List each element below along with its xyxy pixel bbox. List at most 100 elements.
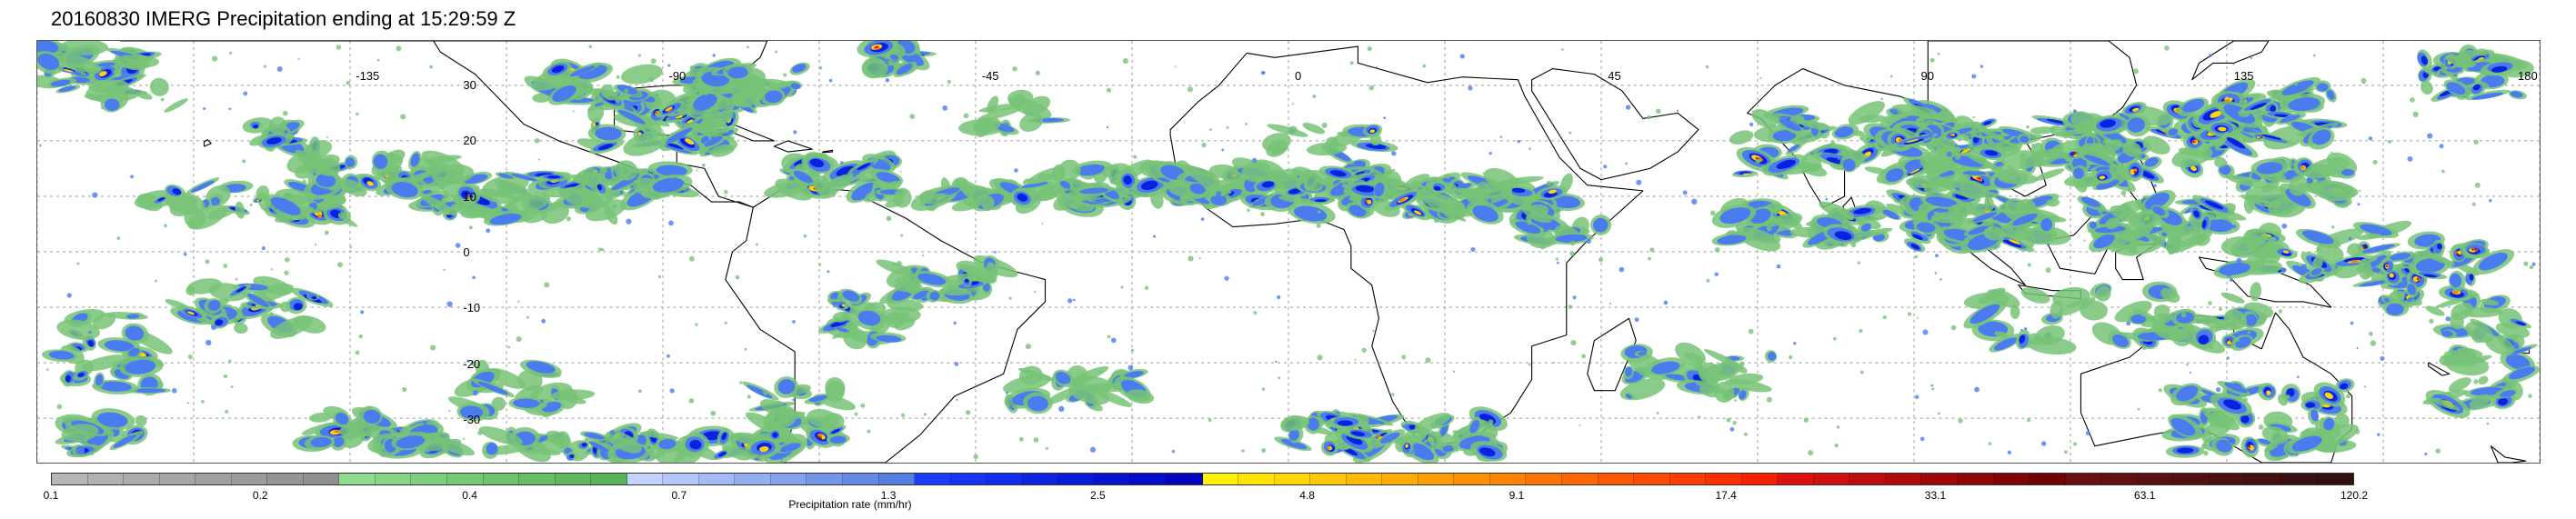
precip-speck	[2362, 82, 2365, 85]
precip-speck	[947, 79, 951, 85]
precip-cell	[972, 117, 1001, 134]
precip-speck	[775, 50, 778, 54]
precip-speck	[623, 435, 626, 439]
precip-speck	[1958, 418, 1963, 424]
precip-cell	[2202, 408, 2240, 431]
precip-cell-core	[2324, 392, 2333, 399]
precip-cell-core	[836, 326, 849, 333]
colorbar-segment	[807, 474, 844, 484]
precip-speck	[657, 94, 659, 96]
precip-speck	[76, 262, 80, 265]
precip-speck	[1316, 223, 1321, 228]
precip-cell-core	[87, 340, 95, 347]
precip-speck	[1445, 174, 1451, 179]
precip-speck	[2363, 385, 2367, 388]
precip-speck	[92, 192, 98, 198]
precip-cell-core	[841, 304, 846, 307]
precip-speck	[1482, 172, 1485, 175]
precip-cell-core	[2228, 339, 2231, 342]
precip-speck	[2120, 215, 2125, 220]
precip-speck	[2528, 394, 2532, 399]
precip-cell-core	[2362, 245, 2366, 248]
precip-cell	[606, 430, 642, 454]
colorbar-segment	[2030, 474, 2066, 484]
colorbar-segment	[1489, 474, 1527, 484]
precip-cell	[600, 84, 614, 98]
precip-cell	[906, 281, 919, 294]
precip-cell	[2440, 354, 2486, 363]
precip-cell	[570, 175, 591, 185]
precip-cell-core	[1779, 118, 1801, 132]
precip-cell-core	[2270, 424, 2291, 432]
precip-speck	[2229, 278, 2233, 283]
latitude-label: 30	[463, 78, 476, 93]
precip-speck	[1836, 425, 1840, 429]
precip-cell-core	[819, 437, 822, 440]
precip-speck	[2356, 346, 2359, 350]
precip-cell-core	[1551, 195, 1581, 209]
precip-speck	[657, 274, 662, 279]
precip-speck	[455, 243, 461, 248]
precip-speck	[892, 262, 897, 266]
precip-cell	[1729, 130, 1754, 145]
precip-speck	[1391, 393, 1395, 396]
precip-speck	[885, 78, 890, 83]
precip-speck	[1361, 347, 1367, 353]
precip-speck	[710, 410, 717, 416]
latitude-label: -20	[463, 356, 481, 371]
precip-speck	[225, 409, 229, 414]
precip-speck	[314, 243, 317, 246]
precip-cell	[2112, 225, 2153, 245]
precip-cell-core	[896, 63, 913, 75]
precip-cell-core	[1077, 164, 1106, 176]
precip-speck	[1793, 342, 1797, 345]
precip-speck	[1636, 179, 1642, 185]
precip-cell-core	[2259, 135, 2262, 138]
precip-cell-core	[99, 381, 132, 392]
precip-cell	[2122, 141, 2142, 157]
precip-speck	[2063, 450, 2068, 454]
precip-cell-core	[617, 109, 646, 125]
precip-speck	[1569, 251, 1575, 256]
precip-speck	[1625, 105, 1631, 110]
precip-speck	[1402, 424, 1406, 428]
precip-speck	[783, 73, 787, 77]
precip-cell-core	[172, 188, 182, 195]
precip-speck	[105, 440, 108, 444]
precip-cell	[876, 259, 916, 277]
precip-speck	[1488, 151, 1492, 155]
precip-cell	[1306, 142, 1348, 156]
precip-speck	[2171, 239, 2178, 245]
precip-speck	[2064, 165, 2069, 170]
precip-cell-core	[2094, 225, 2126, 234]
precip-speck	[1930, 384, 1933, 387]
precip-cell-core	[510, 173, 537, 182]
precip-speck	[1306, 126, 1308, 130]
precip-cell	[2028, 333, 2042, 345]
precip-speck	[1279, 149, 1282, 152]
precip-cell-core	[1772, 130, 1797, 142]
precip-speck	[2278, 309, 2283, 314]
precip-speck	[526, 315, 529, 319]
precip-speck	[1278, 376, 1281, 380]
precip-cell-core	[410, 153, 420, 167]
precip-speck	[1986, 294, 1991, 298]
precip-speck	[2372, 159, 2378, 165]
precip-speck	[1825, 197, 1829, 201]
precip-cell-core	[2176, 385, 2199, 402]
colorbar-segment	[698, 474, 736, 484]
longitude-label: 90	[1920, 69, 1934, 83]
precip-speck	[818, 263, 822, 266]
precip-cell	[451, 202, 496, 218]
precip-speck	[634, 89, 636, 93]
precip-speck	[696, 169, 698, 172]
precip-cell	[1027, 166, 1065, 185]
precip-speck	[1914, 394, 1919, 400]
precip-speck	[840, 161, 844, 165]
precip-speck	[1916, 316, 1919, 319]
precip-speck	[1251, 157, 1258, 164]
precip-cell-core	[2472, 84, 2481, 91]
precip-speck	[701, 163, 706, 167]
precip-cell	[2095, 285, 2111, 302]
precip-speck	[724, 189, 728, 195]
